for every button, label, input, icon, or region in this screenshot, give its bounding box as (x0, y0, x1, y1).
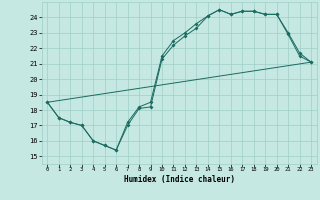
X-axis label: Humidex (Indice chaleur): Humidex (Indice chaleur) (124, 175, 235, 184)
